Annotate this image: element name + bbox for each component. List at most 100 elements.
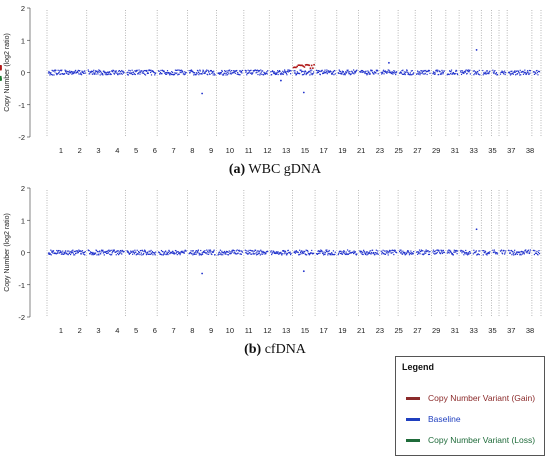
baseline-point <box>76 70 79 73</box>
baseline-point <box>201 252 203 254</box>
baseline-point <box>496 73 499 76</box>
baseline-point <box>436 69 438 71</box>
baseline-point <box>236 73 238 75</box>
baseline-point <box>265 72 267 74</box>
y-tick-label: 1 <box>21 36 25 45</box>
baseline-point <box>251 73 253 75</box>
baseline-point <box>409 74 411 76</box>
baseline-point <box>526 71 528 73</box>
baseline-point <box>461 71 463 74</box>
baseline-point <box>472 70 474 72</box>
baseline-point <box>233 252 235 254</box>
baseline-point <box>513 251 515 253</box>
baseline-point <box>512 253 514 255</box>
baseline-point <box>174 252 176 255</box>
baseline-point <box>522 251 524 253</box>
baseline-point <box>324 69 326 71</box>
baseline-point <box>510 70 512 73</box>
baseline-point <box>112 249 114 251</box>
baseline-point <box>239 74 241 76</box>
baseline-point <box>134 73 136 76</box>
baseline-point <box>425 249 427 251</box>
baseline-point <box>106 73 108 75</box>
baseline-point <box>486 254 488 256</box>
baseline-point <box>300 250 303 252</box>
baseline-point <box>290 73 292 75</box>
baseline-point <box>108 73 110 76</box>
baseline-point <box>309 69 311 71</box>
baseline-point <box>329 71 331 73</box>
baseline-point <box>162 69 164 72</box>
baseline-point <box>412 73 414 75</box>
baseline-point <box>304 250 306 253</box>
baseline-point <box>475 250 477 252</box>
baseline-point <box>96 254 98 256</box>
baseline-point <box>150 69 152 71</box>
baseline-point <box>69 253 72 256</box>
baseline-point <box>51 69 53 71</box>
baseline-point <box>389 250 392 252</box>
baseline-point <box>75 69 77 72</box>
baseline-point <box>225 74 227 76</box>
baseline-point <box>393 72 395 74</box>
gain-point <box>296 65 298 68</box>
baseline-point <box>183 74 185 76</box>
baseline-point <box>273 251 275 253</box>
baseline-point <box>337 72 339 74</box>
baseline-point <box>240 71 242 73</box>
baseline-point <box>149 71 152 74</box>
baseline-point <box>275 252 277 254</box>
baseline-point <box>176 251 178 253</box>
baseline-point <box>494 251 496 253</box>
baseline-point <box>435 252 437 255</box>
baseline-point <box>469 69 471 71</box>
baseline-point <box>432 71 435 73</box>
baseline-point <box>273 72 275 75</box>
baseline-point <box>334 251 336 253</box>
baseline-point <box>437 249 439 251</box>
baseline-point <box>337 254 339 256</box>
baseline-point <box>308 252 310 255</box>
baseline-point <box>143 250 145 253</box>
baseline-point <box>90 251 93 254</box>
baseline-point <box>459 71 462 73</box>
baseline-point <box>189 69 192 72</box>
baseline-point <box>492 249 494 251</box>
baseline-point <box>249 249 252 251</box>
baseline-point <box>533 253 536 256</box>
baseline-point <box>330 73 333 75</box>
baseline-point <box>293 251 296 254</box>
baseline-point <box>142 70 144 73</box>
baseline-point <box>503 72 505 74</box>
baseline-point <box>52 250 55 252</box>
baseline-point <box>72 252 74 254</box>
baseline-point <box>159 252 161 254</box>
baseline-point <box>221 252 223 254</box>
baseline-point <box>220 254 222 256</box>
y-tick-label: 2 <box>21 184 25 193</box>
baseline-point <box>77 71 79 73</box>
baseline-point <box>172 251 174 253</box>
baseline-point <box>465 70 467 72</box>
baseline-point <box>493 249 495 251</box>
baseline-point <box>164 251 166 253</box>
chart-b: Copy Number (log2 ratio) 2 1 0 -1 -2 1 2 3 4 5 6 7 8 9… <box>0 180 550 340</box>
baseline-point <box>80 253 82 255</box>
baseline-point <box>370 69 372 71</box>
baseline-point <box>212 251 214 253</box>
baseline-point <box>169 74 171 76</box>
baseline-point <box>383 73 385 75</box>
baseline-point <box>383 253 385 255</box>
baseline-point <box>276 72 278 74</box>
baseline-point <box>529 70 531 72</box>
loss-point <box>0 78 2 81</box>
baseline-point <box>407 250 410 252</box>
baseline-point <box>281 73 283 75</box>
baseline-point <box>518 252 520 254</box>
baseline-point <box>271 74 273 76</box>
baseline-point <box>303 71 305 73</box>
baseline-point <box>160 253 162 256</box>
baseline-point <box>448 252 450 254</box>
baseline-point <box>115 70 117 72</box>
baseline-point <box>165 73 168 75</box>
